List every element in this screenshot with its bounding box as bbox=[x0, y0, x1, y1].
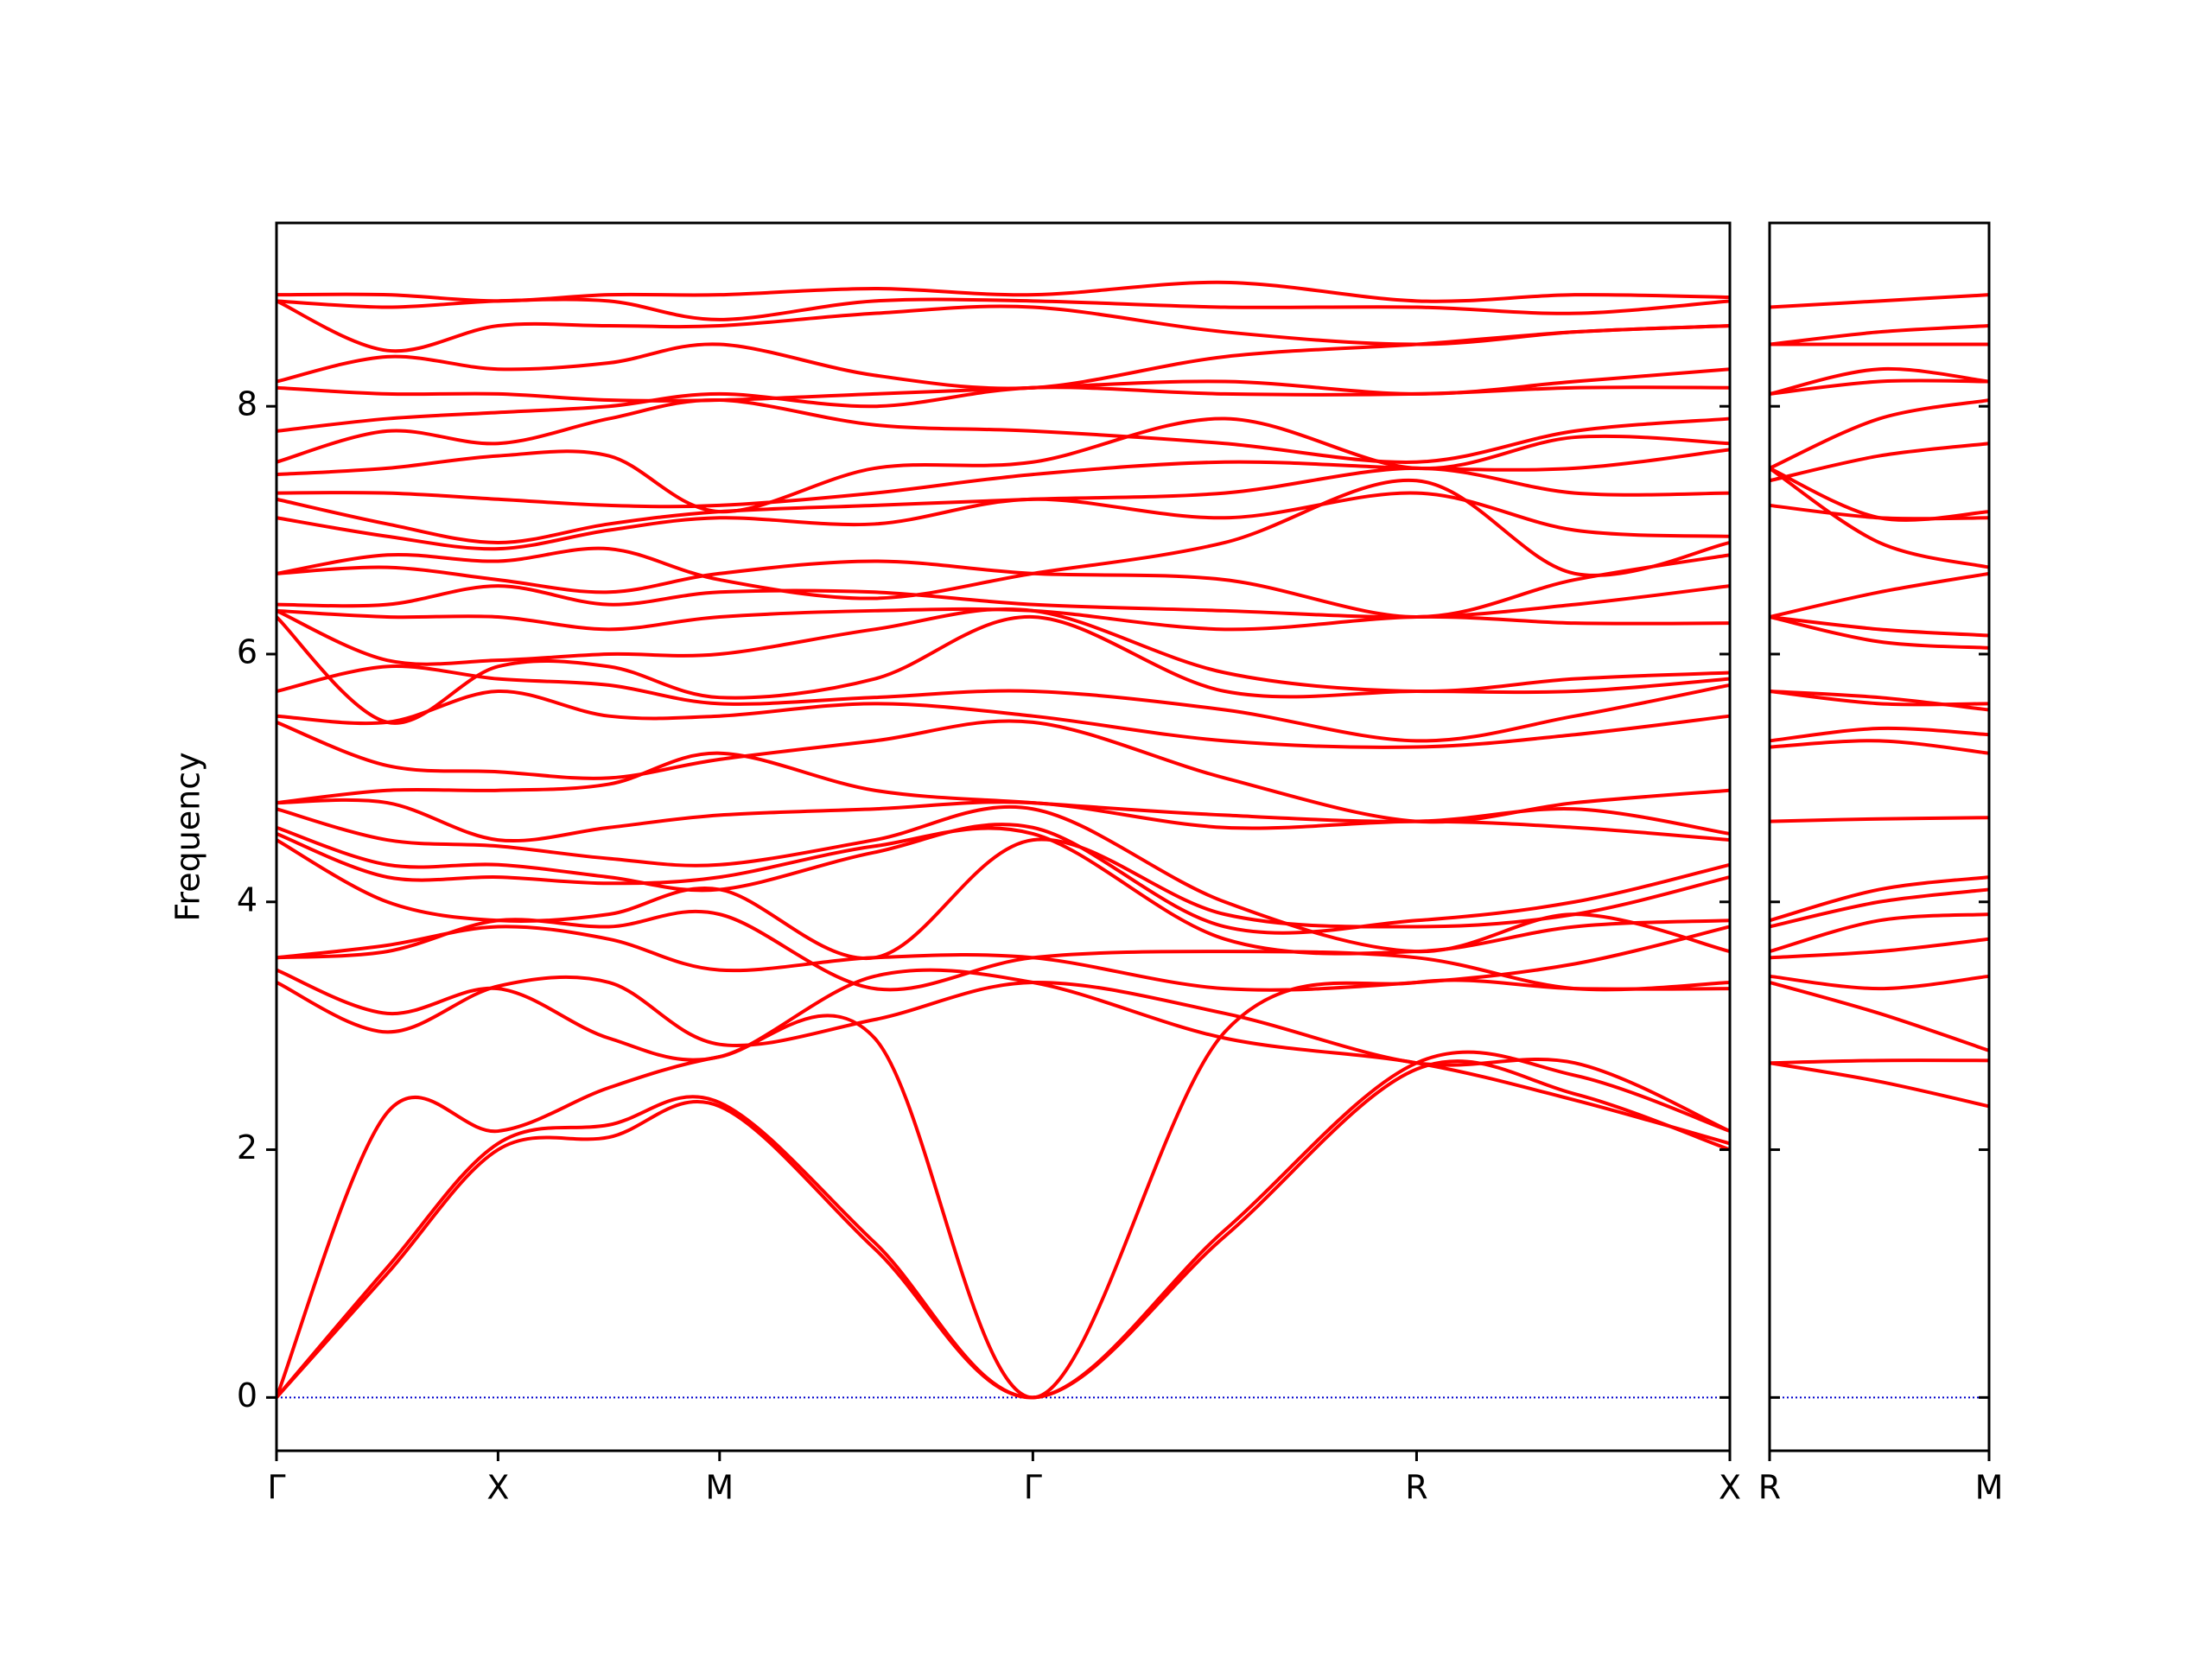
band-line bbox=[276, 823, 1731, 935]
band-line bbox=[276, 607, 1731, 694]
band-line bbox=[276, 280, 1731, 303]
band-line bbox=[276, 491, 1731, 551]
band-line bbox=[276, 607, 1731, 632]
y-tick-label: 2 bbox=[237, 1128, 257, 1166]
band-line bbox=[276, 398, 1731, 464]
band-line bbox=[276, 664, 1731, 743]
band-line bbox=[275, 978, 1731, 1400]
x-tick-label: R bbox=[1405, 1469, 1427, 1507]
band-line bbox=[276, 837, 1731, 961]
band-line bbox=[1769, 467, 1990, 522]
band-line bbox=[276, 299, 1731, 353]
band-line bbox=[1769, 690, 1990, 712]
x-tick-label: Γ bbox=[1024, 1469, 1042, 1507]
x-tick-label: Γ bbox=[267, 1469, 285, 1507]
band-line bbox=[1769, 442, 1990, 483]
y-tick-label: 0 bbox=[237, 1376, 257, 1414]
x-tick-label: M bbox=[1975, 1469, 2004, 1507]
band-line bbox=[276, 804, 1731, 954]
band-line bbox=[276, 909, 1731, 992]
x-tick-label: R bbox=[1758, 1469, 1781, 1507]
plot-frame bbox=[275, 221, 1732, 1452]
band-line bbox=[276, 324, 1731, 391]
band-line bbox=[1769, 726, 1990, 743]
y-tick-label: 4 bbox=[237, 880, 257, 918]
band-line bbox=[276, 448, 1731, 509]
band-line bbox=[1769, 974, 1990, 991]
band-line bbox=[275, 614, 1731, 725]
band-line bbox=[1769, 614, 1990, 638]
band-line bbox=[275, 1050, 1731, 1400]
band-line bbox=[1769, 1061, 1990, 1109]
band-line bbox=[276, 925, 1731, 992]
band-line bbox=[276, 719, 1731, 824]
band-line bbox=[1769, 937, 1990, 960]
band-line bbox=[276, 975, 1731, 1133]
band-line bbox=[276, 968, 1731, 1146]
band-line bbox=[276, 478, 1731, 601]
band-line bbox=[1769, 739, 1990, 755]
band-line bbox=[276, 584, 1731, 620]
band-line bbox=[1769, 571, 1990, 619]
band-line bbox=[1769, 366, 1990, 396]
band-line bbox=[276, 553, 1731, 619]
band-line bbox=[1769, 887, 1990, 929]
band-line bbox=[1769, 816, 1990, 823]
band-line bbox=[1769, 1058, 1990, 1065]
band-line bbox=[1769, 293, 1990, 309]
x-tick-label: X bbox=[486, 1469, 509, 1507]
band-line bbox=[1769, 981, 1990, 1052]
y-axis-label: Frequency bbox=[169, 752, 207, 921]
band-line bbox=[276, 416, 1731, 514]
x-tick-label: M bbox=[705, 1469, 734, 1507]
band-line bbox=[1769, 324, 1990, 346]
band-line bbox=[1769, 398, 1990, 470]
band-line bbox=[1769, 875, 1990, 923]
band-line bbox=[276, 466, 1731, 544]
band-line bbox=[276, 690, 1731, 749]
band-line bbox=[1769, 912, 1990, 954]
band-line bbox=[276, 751, 1731, 836]
band-line bbox=[275, 1059, 1731, 1400]
band-line bbox=[1769, 615, 1990, 650]
plot-frame bbox=[1768, 221, 1991, 1452]
band-line bbox=[276, 798, 1731, 843]
band-line bbox=[1769, 690, 1990, 707]
y-tick-label: 6 bbox=[237, 632, 257, 671]
x-tick-label: X bbox=[1719, 1469, 1741, 1507]
band-line bbox=[1768, 467, 1990, 569]
band-line bbox=[276, 367, 1731, 403]
band-line bbox=[1769, 378, 1990, 396]
y-tick-label: 8 bbox=[237, 385, 257, 423]
